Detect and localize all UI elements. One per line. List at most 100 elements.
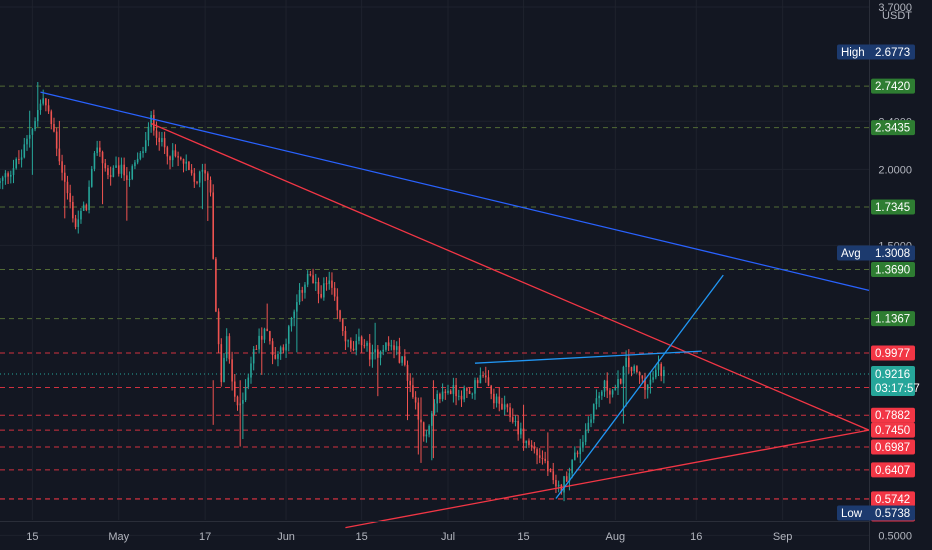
candle-body <box>55 131 58 149</box>
candle-body <box>244 387 247 401</box>
marker-name: Avg <box>841 248 861 260</box>
level-price-label-background <box>871 261 915 277</box>
candle-body <box>366 342 368 346</box>
candle-body <box>128 178 131 180</box>
candle-body <box>325 283 328 285</box>
candle-body <box>63 172 66 182</box>
candle-body <box>333 287 336 297</box>
candle-body <box>657 363 660 370</box>
candle-body <box>320 293 322 298</box>
candle-body <box>185 161 188 164</box>
candle-body <box>85 204 88 211</box>
candle-body <box>579 447 582 455</box>
candle-body <box>395 346 398 350</box>
candle-body <box>404 356 406 365</box>
candle-body <box>436 393 438 404</box>
candle-body <box>509 407 511 418</box>
candle-body <box>595 398 598 405</box>
candle-body <box>15 158 17 169</box>
candle-body <box>26 138 28 145</box>
candle-body <box>236 396 239 406</box>
candle-body <box>74 218 77 227</box>
candle-body <box>506 404 509 408</box>
candle-body <box>590 419 592 423</box>
candle-body <box>654 369 657 378</box>
candle-body <box>180 157 182 160</box>
level-price-label-background <box>871 407 915 423</box>
candle-body <box>565 476 568 482</box>
level-price-label-background <box>871 120 915 136</box>
candle-body <box>23 144 26 158</box>
candle-body <box>538 455 541 458</box>
candle-body <box>409 380 412 386</box>
candle-body <box>323 283 325 298</box>
candle-body <box>142 151 144 154</box>
candle-body <box>223 357 225 383</box>
candle-body <box>196 181 198 183</box>
price-labels: 2.74202.34351.73451.36901.13670.99770.87… <box>837 44 920 522</box>
candle-body <box>31 129 34 135</box>
level-price-label-background <box>871 199 915 215</box>
candle-body <box>250 363 252 378</box>
candle-body <box>242 400 244 404</box>
candle-body <box>107 168 109 176</box>
time-tick-label: Aug <box>606 531 626 543</box>
candle-body <box>328 280 331 284</box>
candle-body <box>514 420 517 422</box>
candle-body <box>522 428 525 444</box>
candle-body <box>271 341 274 355</box>
light-blue-flat-trendline <box>474 350 702 364</box>
candle-body <box>425 434 428 437</box>
candle-body <box>174 150 177 157</box>
candle-body <box>444 391 447 393</box>
candle-body <box>317 282 320 294</box>
candle-body <box>525 440 528 444</box>
candle-body <box>215 258 217 312</box>
candle-body <box>358 336 360 341</box>
candle-body <box>547 460 549 472</box>
level-price-label: 0.6407 <box>875 465 910 477</box>
candle-body <box>341 319 344 332</box>
candle-body <box>598 395 600 399</box>
candle-body <box>582 441 584 448</box>
candle-body <box>225 336 228 358</box>
candle-body <box>252 348 255 364</box>
candle-body <box>274 354 277 359</box>
candle-body <box>309 273 312 276</box>
candle-body <box>355 340 358 351</box>
candle-body <box>279 347 282 354</box>
candle-body <box>53 124 55 132</box>
candle-body <box>484 375 487 378</box>
candle-body <box>584 430 587 442</box>
time-tick-label: Sep <box>773 531 793 543</box>
marker-background <box>837 44 915 60</box>
candle-body <box>36 110 39 122</box>
candle-body <box>368 342 371 360</box>
level-price-label: 2.7420 <box>875 81 910 93</box>
time-tick-label: Jul <box>441 531 455 543</box>
candle-body <box>117 165 120 174</box>
grid-lines <box>0 0 869 536</box>
candle-body <box>112 167 115 177</box>
candle-body <box>123 164 125 176</box>
candle-body <box>479 375 482 384</box>
candle-body <box>207 173 209 180</box>
candle-body <box>147 126 150 141</box>
candle-body <box>42 98 44 104</box>
candle-body <box>609 390 611 395</box>
candle-body <box>617 378 619 389</box>
candle-body <box>652 377 654 380</box>
candle-body <box>501 403 503 410</box>
candle-body <box>96 147 98 154</box>
candle-body <box>520 428 522 435</box>
candle-body <box>449 390 452 394</box>
candle-body <box>171 150 174 161</box>
candle-body <box>169 156 171 161</box>
candle-body <box>153 115 155 131</box>
candle-body <box>350 340 352 349</box>
candle-body <box>412 385 414 398</box>
candle-body <box>660 363 662 377</box>
candle-body <box>263 328 266 340</box>
candle-body <box>198 171 201 183</box>
